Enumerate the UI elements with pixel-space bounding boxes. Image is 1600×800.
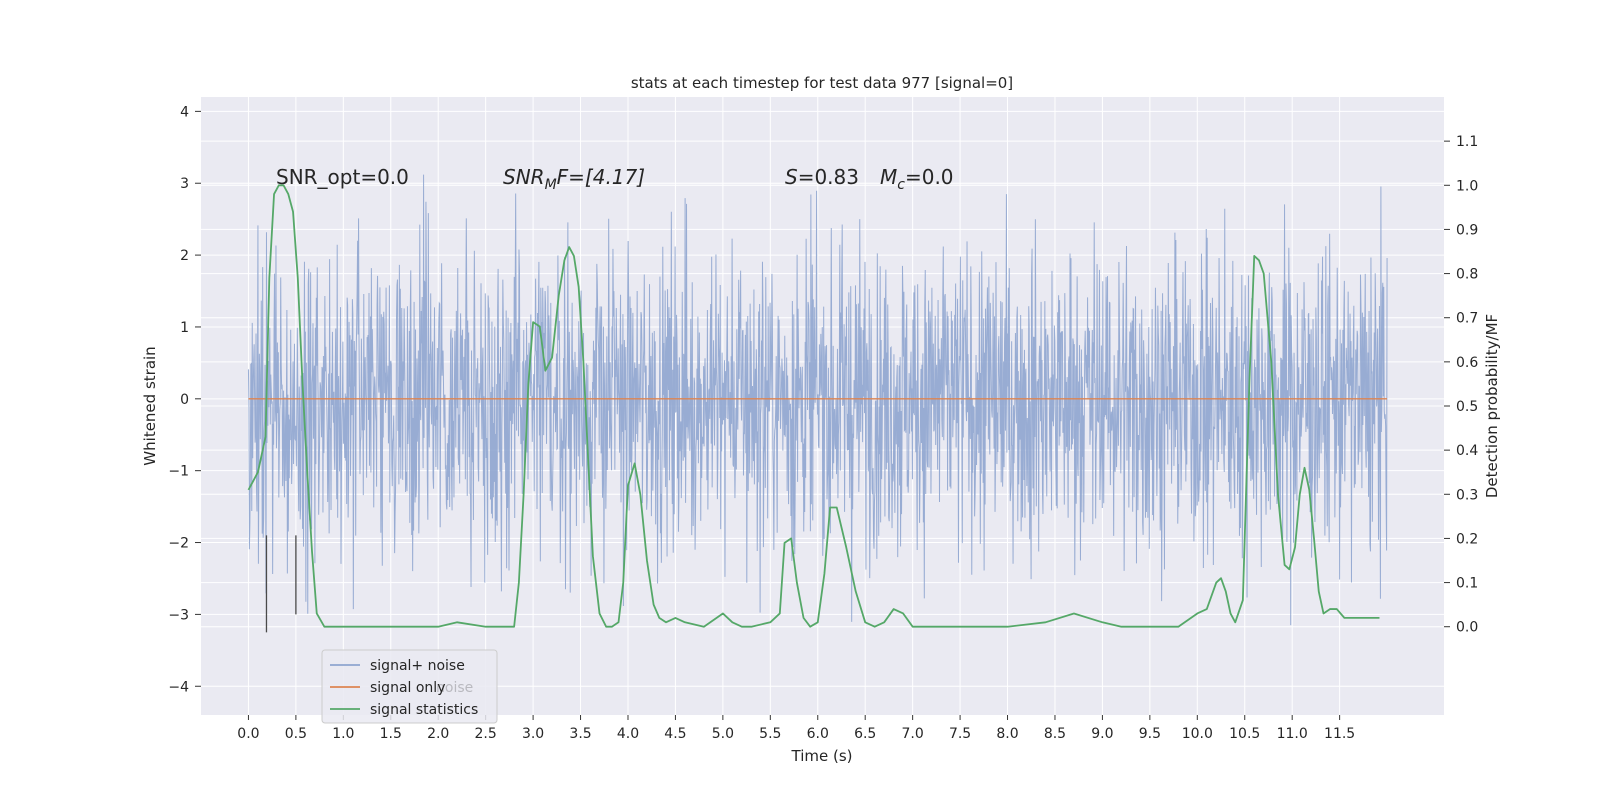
- y-axis-label: Whitened strain: [141, 346, 159, 465]
- x-tick-label: 4.5: [664, 726, 686, 742]
- y-right-tick-label: 0.8: [1456, 267, 1478, 283]
- y-right-axis-ticks: 1.1 1.0 0.9 0.8 0.7 0.6 0.5 0.4 0.3 0.2 0.1 0.0: [1444, 134, 1478, 636]
- x-tick-label: 2.5: [475, 726, 497, 742]
- x-tick-label: 11.0: [1277, 726, 1308, 742]
- x-tick-label: 7.0: [902, 726, 924, 742]
- x-axis-ticks: 0.0 0.5 1.0 1.5 2.0 2.5 3.0 3.5 4.0 4.5 5.0 5.5 6.0 6…: [237, 715, 1355, 742]
- x-tick-label: 11.5: [1324, 726, 1355, 742]
- y-tick-label: 2: [180, 248, 189, 264]
- x-tick-label: 8.0: [996, 726, 1018, 742]
- y-right-axis-label: Detection probability/MF: [1483, 314, 1501, 498]
- y-tick-label: 1: [180, 320, 189, 336]
- x-tick-label: 5.5: [759, 726, 781, 742]
- y-tick-label: 4: [180, 104, 189, 120]
- y-right-tick-label: 0.1: [1456, 576, 1478, 592]
- x-tick-label: 6.0: [807, 726, 829, 742]
- y-right-tick-label: 0.7: [1456, 311, 1478, 327]
- y-right-tick-label: 0.0: [1456, 620, 1478, 636]
- series-signal-noise-line: [247, 174, 1388, 626]
- y-tick-label: 0: [180, 392, 189, 408]
- y-tick-label: −3: [168, 607, 189, 623]
- legend-entry: signal only: [370, 680, 445, 696]
- x-tick-label: 10.5: [1229, 726, 1260, 742]
- x-tick-label: 3.0: [522, 726, 544, 742]
- segment-markers: [265, 535, 297, 633]
- chart-title: stats at each timestep for test data 977…: [631, 74, 1013, 92]
- y-right-tick-label: 0.9: [1456, 222, 1478, 238]
- legend-entry: signal+ noise: [370, 658, 465, 674]
- x-tick-label: 0.5: [285, 726, 307, 742]
- series-signal-noise: [247, 174, 1388, 626]
- x-tick-label: 5.0: [712, 726, 734, 742]
- y-tick-label: −2: [168, 536, 189, 552]
- legend-box: [321, 649, 498, 724]
- y-right-tick-label: 0.3: [1456, 487, 1478, 503]
- x-tick-label: 6.5: [854, 726, 876, 742]
- x-tick-label: 1.0: [332, 726, 354, 742]
- y-tick-label: −1: [168, 464, 189, 480]
- x-tick-label: 4.0: [617, 726, 639, 742]
- x-tick-label: 9.5: [1139, 726, 1161, 742]
- y-axis-ticks: 4 3 2 1 0 −1 −2 −3 −4: [168, 104, 201, 695]
- annotation-snr-opt: SNR_opt=0.0: [276, 165, 409, 189]
- legend-entry: signal statistics: [370, 702, 478, 718]
- x-tick-label: 10.0: [1182, 726, 1213, 742]
- annotation-mc: Mc=0.0: [880, 165, 954, 193]
- series-signal-statistics: [247, 184, 1380, 628]
- series-signal-statistics-line: [247, 184, 1380, 628]
- x-tick-label: 9.0: [1091, 726, 1113, 742]
- y-right-tick-label: 1.1: [1456, 134, 1478, 150]
- y-tick-label: −4: [168, 679, 189, 695]
- y-right-tick-label: 1.0: [1456, 178, 1478, 194]
- annotation-snr-mf: SNRMF=[4.17]: [503, 165, 645, 193]
- x-tick-label: 8.5: [1044, 726, 1066, 742]
- x-axis-label: Time (s): [791, 747, 853, 765]
- legend-ghost-text: noise: [436, 680, 473, 696]
- y-right-tick-label: 0.5: [1456, 399, 1478, 415]
- x-tick-label: 0.0: [237, 726, 259, 742]
- y-right-tick-label: 0.4: [1456, 443, 1478, 459]
- y-tick-label: 3: [180, 176, 189, 192]
- x-tick-label: 2.0: [427, 726, 449, 742]
- x-tick-label: 7.5: [949, 726, 971, 742]
- y-right-tick-label: 0.2: [1456, 531, 1478, 547]
- x-tick-label: 3.5: [569, 726, 591, 742]
- x-tick-label: 1.5: [380, 726, 402, 742]
- annotation-s: S=0.83: [785, 165, 859, 189]
- y-right-tick-label: 0.6: [1456, 355, 1478, 371]
